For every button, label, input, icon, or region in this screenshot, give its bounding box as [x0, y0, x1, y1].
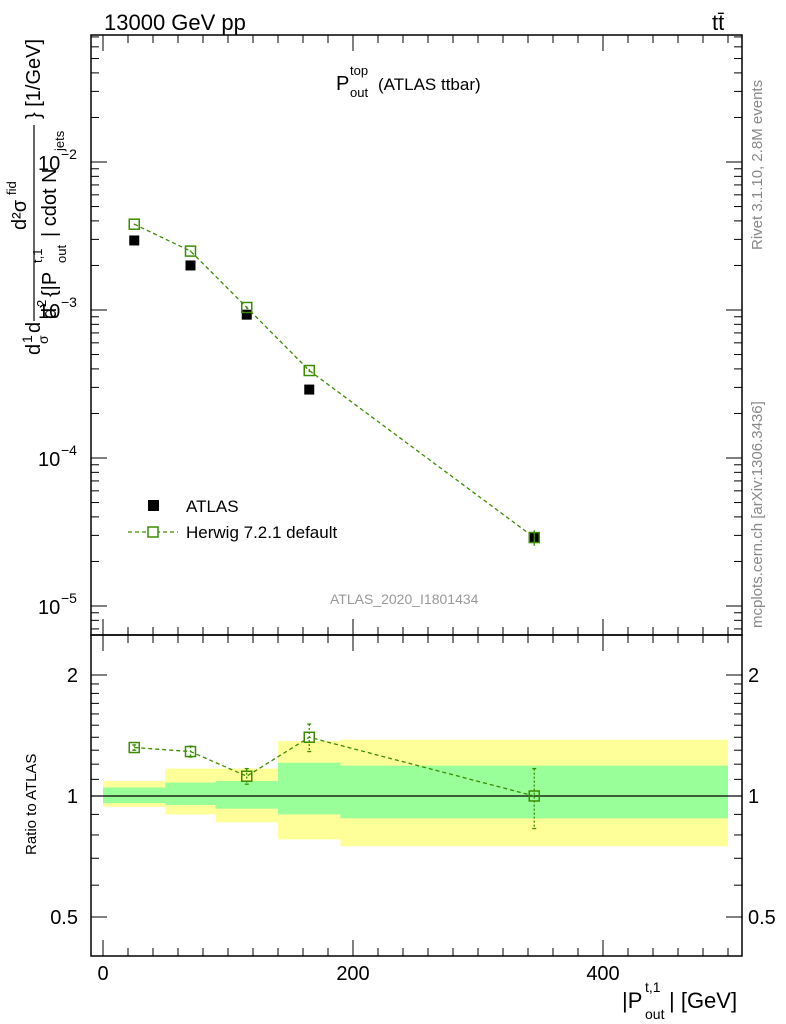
ratio-ytick-label-right-2: 2 [748, 665, 759, 687]
ratio-point-2 [241, 770, 253, 782]
main-ytick-label-base-1: 10 [38, 301, 60, 323]
ratio-herwig-line [134, 736, 535, 797]
plot-title-sub: out [350, 85, 368, 100]
ratio-band-inner-2 [215, 780, 278, 809]
ylabel-p-sup: t,1 [30, 249, 45, 263]
ratio-point-0 [128, 741, 140, 754]
main-panel: 10−210−310−410−5 [38, 34, 743, 636]
plot-title: P top out (ATLAS ttbar) [336, 63, 481, 100]
ylabel-d2-den: d [39, 308, 61, 319]
mcplots-label: mcplots.cern.ch [arXiv:1306.3436] [749, 401, 766, 628]
ylabel-d: d [23, 344, 45, 355]
main-frame [90, 34, 743, 636]
analysis-watermark: ATLAS_2020_I1801434 [330, 591, 479, 607]
ylabel-unit: } [1/GeV] [23, 39, 45, 119]
herwig-point-4 [528, 531, 540, 544]
main-ytick-label-base-2: 10 [38, 449, 60, 471]
herwig-point-3 [303, 364, 315, 377]
process-label: tt̄ [712, 10, 724, 35]
ratio-xtick-label-1: 200 [336, 963, 369, 985]
ratio-ytick-label-left-1: 1 [67, 786, 78, 808]
ratio-ytick-label-right-0: 0.5 [748, 907, 776, 929]
ratio-ytick-label-left-2: 2 [67, 665, 78, 687]
legend-atlas-label: ATLAS [186, 497, 239, 516]
legend-herwig-label: Herwig 7.2.1 default [186, 523, 337, 542]
plot-title-rest: (ATLAS ttbar) [378, 75, 481, 94]
ratio-panel: 0 200 400 0.5 0.5 1 1 2 2 [50, 634, 776, 985]
xlabel-sub: out [645, 1006, 665, 1022]
main-ylabel: d 1 σ d d²σ fid d 2 {|P t,1 out | cdot N… [4, 39, 69, 355]
xlabel-main: |P [622, 988, 642, 1013]
atlas-point-3 [304, 384, 315, 395]
ylabel-p-sub: out [54, 245, 69, 263]
main-ytick-label-exp-1: −3 [61, 294, 77, 310]
legend-atlas-marker [148, 500, 159, 511]
legend: ATLAS Herwig 7.2.1 default [128, 497, 337, 542]
plot-title-main: P [336, 73, 349, 95]
atlas-point-0 [129, 235, 140, 246]
ylabel-brace-open: {|P [39, 272, 61, 297]
ratio-band-inner-1 [165, 782, 216, 805]
ratio-point-4 [528, 790, 540, 802]
ylabel-sigma-num: d²σ [9, 199, 31, 230]
atlas-point-1 [185, 260, 196, 271]
ylabel-sigma-sup: fid [4, 181, 19, 195]
main-ytick-label-base-0: 10 [38, 153, 60, 175]
energy-label: 13000 GeV pp [104, 10, 246, 35]
ylabel-n-sub: jets [52, 130, 67, 152]
main-ytick-label-exp-2: −4 [61, 442, 77, 458]
main-ytick-label-exp-3: −5 [61, 590, 77, 606]
ratio-band-inner-3 [278, 762, 341, 815]
ratio-point-3 [303, 731, 315, 744]
ratio-xtick-label-2: 400 [586, 963, 619, 985]
ylabel-frac-bot: σ [35, 335, 51, 344]
ylabel-cdot: | cdot N [39, 168, 61, 237]
ratio-point-1 [184, 745, 197, 758]
ratio-xtick-label-0: 0 [97, 963, 108, 985]
legend-herwig-marker [147, 526, 159, 538]
ratio-ytick-label-left-0: 0.5 [50, 907, 78, 929]
ylabel-sup2: 2 [34, 300, 49, 307]
herwig-line [133, 223, 535, 539]
herwig-point-1 [184, 245, 197, 257]
xlabel-sup: t,1 [645, 979, 661, 995]
rivet-label: Rivet 3.1.10, 2.8M events [749, 80, 766, 250]
xlabel: |P t,1 out | [GeV] [622, 979, 737, 1022]
ratio-ytick-label-right-1: 1 [748, 786, 759, 808]
ratio-ylabel: Ratio to ATLAS [23, 754, 40, 855]
ylabel-d2: d [23, 322, 45, 333]
herwig-point-2 [241, 301, 253, 314]
main-ytick-label-exp-0: −2 [61, 146, 77, 162]
xlabel-rest: | [GeV] [669, 988, 737, 1013]
ylabel-frac-top: 1 [19, 335, 35, 343]
main-ytick-label-base-3: 10 [38, 597, 60, 619]
plot-title-sup: top [350, 63, 368, 78]
atlas-point-2 [241, 309, 252, 320]
herwig-point-0 [128, 218, 140, 230]
ratio-band-inner-0 [103, 787, 166, 804]
